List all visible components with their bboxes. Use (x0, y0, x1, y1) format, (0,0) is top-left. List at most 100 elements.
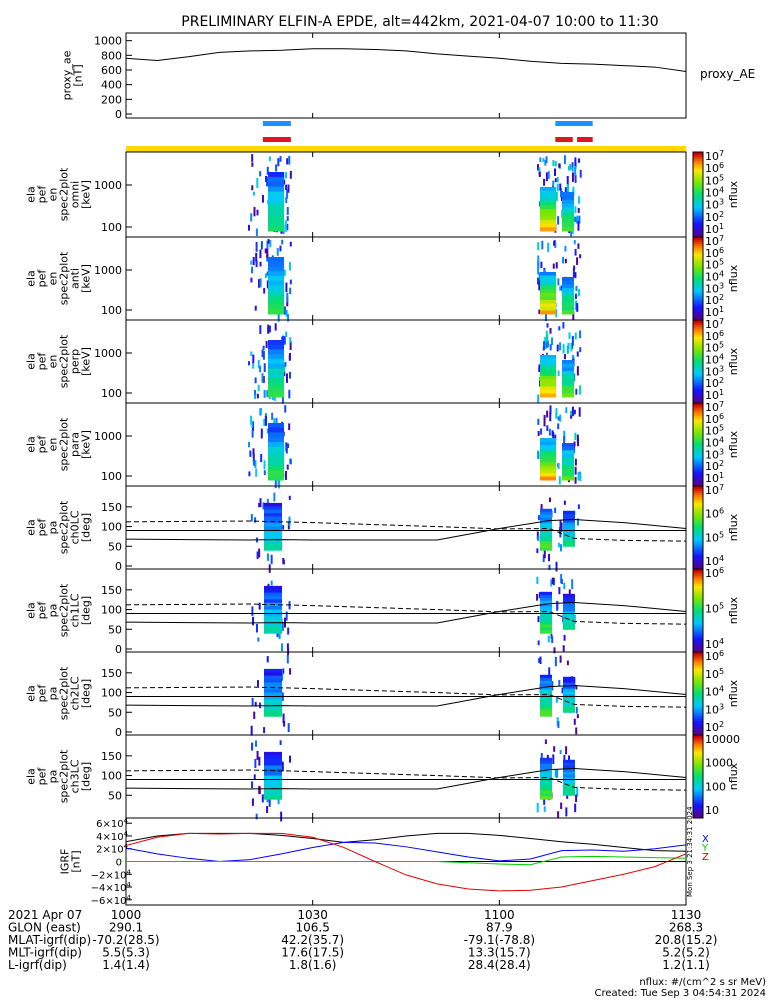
energy-y-tick-label: 100 (101, 221, 122, 234)
pitch-angle-colorbar-segment (693, 585, 703, 589)
pitch-angle-colorbar-segment (693, 668, 703, 672)
spectrogram-pixel (285, 172, 288, 179)
energy-colorbar-tick: 104 (705, 436, 724, 450)
pitch-angle-pixel (264, 546, 282, 551)
spectrogram-pixel (266, 390, 269, 397)
pitch-angle-pixel (286, 655, 289, 664)
pitch-angle-pixel (289, 755, 292, 763)
energy-colorbar-segment (693, 421, 703, 425)
energy-y-axis-label-line: pef (36, 435, 49, 454)
spectrogram-pixel (289, 262, 292, 271)
pitch-angle-colorbar-segment (693, 745, 703, 748)
energy-colorbar-tick: 103 (705, 281, 724, 295)
spectrogram-pixel (537, 255, 540, 264)
spectrogram-pixel (538, 309, 541, 315)
pitch-angle-pixel (559, 544, 562, 552)
energy-colorbar-segment (693, 442, 703, 445)
pitch-angle-y-tick-label: 50 (108, 706, 122, 719)
spectrogram-pixel (250, 415, 253, 425)
pitch-angle-colorbar-segment (693, 521, 703, 524)
pitch-angle-pixel (288, 495, 291, 500)
energy-y-axis-label-line: pef (36, 269, 49, 288)
energy-colorbar-segment (693, 160, 703, 164)
pitch-angle-pixel (289, 668, 292, 675)
spectrogram-pixel (268, 446, 284, 452)
pitch-angle-colorbar-segment (693, 566, 703, 570)
energy-colorbar-segment (693, 380, 703, 383)
pitch-angle-colorbar-segment (693, 813, 703, 817)
spectrogram-pixel (537, 264, 540, 275)
footer-created: Created: Tue Sep 3 04:54:31 2024 (595, 988, 767, 999)
pitch-angle-pixel (264, 596, 282, 600)
spectrogram-pixel (537, 451, 540, 460)
spectrogram-pixel (262, 376, 265, 383)
footer-row-label: MLAT-igrf(dip) (8, 933, 91, 947)
spectrogram-pixel (540, 372, 556, 377)
spectrogram-pixel (540, 212, 556, 217)
spectrogram-pixel (562, 288, 574, 293)
energy-colorbar-tick: 106 (705, 412, 724, 426)
energy-colorbar-tick: 105 (705, 424, 724, 438)
spectrogram-pixel (540, 441, 556, 446)
pitch-angle-colorbar-segment (693, 716, 703, 719)
pitch-angle-colorbar-segment (693, 558, 703, 562)
energy-colorbar-segment (693, 423, 703, 427)
energy-colorbar-segment (693, 473, 703, 477)
energy-colorbar-label-text: nflux (727, 430, 740, 458)
pitch-angle-colorbar-segment (693, 735, 703, 738)
pitch-angle-pixel (264, 626, 282, 631)
spectrogram-pixel (268, 206, 284, 212)
spectrogram-pixel (563, 354, 566, 360)
energy-colorbar-tick: 106 (705, 161, 724, 175)
pitch-angle-pixel (264, 675, 282, 680)
pitch-angle-pixel (264, 758, 282, 763)
spectrogram-pixel (286, 464, 289, 470)
spectrogram-pixel (546, 425, 549, 432)
spectrogram-pixel (558, 476, 561, 485)
pitch-angle-pixel (576, 786, 579, 797)
spectrogram-pixel (560, 285, 563, 290)
spectrogram-pixel (540, 438, 556, 442)
footer-row-value: 1.2(1.1) (662, 958, 710, 972)
pitch-angle-colorbar-segment (693, 618, 703, 622)
energy-colorbar-segment (693, 270, 703, 273)
pitch-angle-pixel (540, 701, 552, 705)
spectrogram-pixel (262, 350, 265, 360)
spectrogram-pixel (572, 310, 575, 321)
spectrogram-pixel (540, 209, 556, 214)
spectrogram-pixel (260, 241, 263, 250)
energy-colorbar-segment (693, 278, 703, 282)
spectrogram-pixel (268, 470, 284, 476)
energy-colorbar-segment (693, 243, 703, 246)
spectrogram-pixel (260, 428, 263, 439)
energy-colorbar-segment (693, 259, 703, 263)
pitch-angle-colorbar-segment (693, 730, 703, 734)
energy-colorbar-segment (693, 361, 703, 365)
spectrogram-pixel (578, 158, 581, 163)
pitch-angle-colorbar-segment (693, 552, 703, 555)
energy-colorbar-segment (693, 432, 703, 435)
pitch-angle-colorbar-segment (693, 689, 703, 692)
energy-colorbar-segment (693, 188, 703, 191)
spectrogram-pixel (560, 188, 563, 198)
spectrogram-pixel (552, 180, 555, 186)
pitch-angle-colorbar-segment (693, 766, 703, 769)
footer-row-value: 1.8(1.6) (289, 958, 337, 972)
spectrogram-pixel (251, 421, 254, 428)
pitch-angle-colorbar-segment (693, 633, 703, 636)
pitch-angle-colorbar-segment (693, 533, 703, 537)
spectrogram-pixel (576, 366, 579, 376)
pitch-angle-y-tick-label: 100 (101, 521, 122, 534)
spectrogram-pixel (540, 279, 556, 283)
pitch-angle-colorbar-segment (693, 774, 703, 777)
pitch-angle-pixel (540, 517, 552, 522)
spectrogram-pixel (259, 365, 262, 373)
pitch-angle-pixel (259, 498, 262, 508)
pitch-angle-colorbar-segment (693, 610, 703, 614)
energy-colorbar-segment (693, 297, 703, 300)
pitch-angle-pixel (563, 685, 575, 690)
footer-row-label: GLON (east) (8, 921, 81, 935)
energy-colorbar-segment (693, 249, 703, 253)
spectrogram-pixel (259, 278, 262, 288)
spectrogram-pixel (254, 377, 257, 384)
